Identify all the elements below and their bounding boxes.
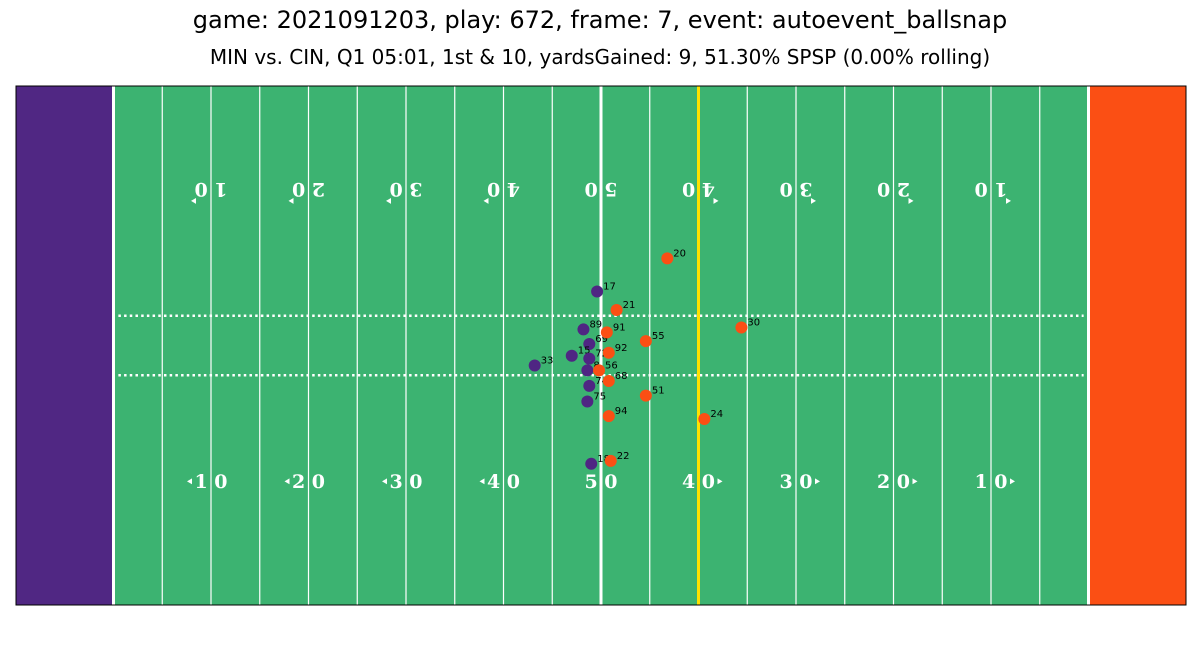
player-cin-94 [602,410,615,423]
player-cin-30 [735,321,748,334]
yard-arrow [386,197,391,204]
player-cin-22 [604,454,617,467]
yard-arrow [1006,197,1011,204]
yard-number-bottom: 3 0 [779,471,812,493]
player-cin-51 [639,389,652,402]
yard-number-top: 1 0 [974,178,1007,200]
yard-arrow [1010,478,1015,485]
yard-arrow [483,197,489,204]
yard-number-top: 4 0 [682,178,715,200]
jersey-label: 91 [613,322,626,333]
yard-number-bottom: 1 0 [974,471,1007,493]
jersey-label: 20 [673,248,686,259]
player-cin-56 [593,364,606,377]
jersey-label: 74 [595,376,608,387]
jersey-label: 72 [595,349,608,360]
player-min-18 [585,457,598,470]
yard-number-top: 2 0 [877,178,910,200]
yard-number-bottom: 1 0 [194,471,227,493]
jersey-label: 55 [652,331,665,342]
yard-number-bottom: 2 0 [877,471,910,493]
yard-arrow [191,197,196,204]
player-min-89 [577,323,590,336]
player-min-72 [583,352,596,365]
chart-title: game: 2021091203, play: 672, frame: 7, e… [192,6,1008,34]
jersey-label: 33 [541,355,554,366]
yard-number-bottom: 5 0 [584,471,617,493]
yard-arrow [912,478,918,485]
jersey-label: 92 [615,343,628,354]
yard-number-top: 1 0 [194,178,227,200]
yard-number-bottom: 4 0 [487,471,520,493]
player-min-17 [591,285,604,298]
jersey-label: 94 [615,406,628,417]
chart-subtitle: MIN vs. CIN, Q1 05:01, 1st & 10, yardsGa… [209,45,991,69]
yard-number-bottom: 2 0 [292,471,325,493]
away-endzone [1088,86,1186,605]
yard-number-top: 2 0 [292,178,325,200]
yard-number-top: 3 0 [389,178,422,200]
yard-arrow [284,478,290,485]
jersey-label: 75 [593,391,606,402]
yard-number-top: 4 0 [487,178,520,200]
jersey-label: 89 [589,319,602,330]
jersey-label: 17 [603,281,616,292]
jersey-label: 22 [617,451,630,462]
player-cin-21 [610,303,623,316]
yard-arrow [479,478,485,485]
yard-arrow [908,197,914,204]
player-cin-91 [600,326,613,339]
player-min-74 [583,379,596,392]
player-cin-20 [661,252,674,265]
player-min-15 [565,349,578,362]
yard-number-top: 3 0 [779,178,812,200]
jersey-label: 18 [597,454,610,465]
yard-arrow [288,197,294,204]
player-cin-55 [639,335,652,348]
jersey-label: 21 [623,300,636,311]
jersey-label: 69 [595,334,608,345]
player-cin-68 [602,375,615,388]
player-min-33 [528,359,541,372]
yard-arrow [713,197,719,204]
player-min-75 [581,395,594,408]
jersey-label: 56 [605,360,618,371]
yard-number-bottom: 4 0 [682,471,715,493]
player-min-69 [583,338,596,351]
jersey-label: 15 [578,346,591,357]
yard-number-top: 5 0 [584,178,617,200]
jersey-label: 51 [652,386,665,397]
player-cin-92 [602,346,615,359]
yard-arrow [187,478,192,485]
yard-number-bottom: 3 0 [389,471,422,493]
yard-arrow [382,478,387,485]
player-min-8 [581,364,594,377]
jersey-label: 30 [747,317,760,328]
jersey-label: 68 [615,371,628,382]
yard-arrow [815,478,820,485]
home-endzone [16,86,114,605]
player-cin-24 [698,413,711,426]
yard-arrow [811,197,816,204]
plot-border [15,85,1187,606]
yard-arrow [717,478,723,485]
jersey-label: 24 [710,409,723,420]
